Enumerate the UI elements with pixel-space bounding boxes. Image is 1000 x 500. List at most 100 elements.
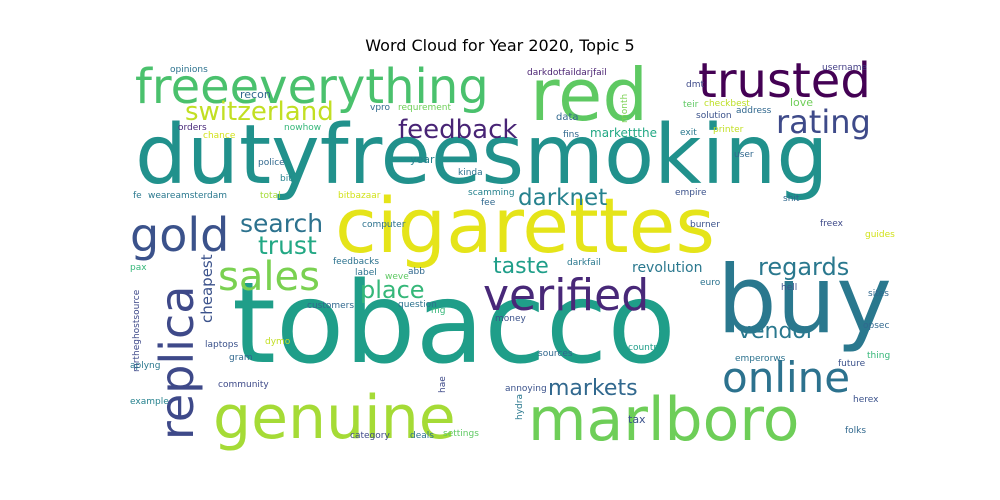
- word-nowhow: nowhow: [284, 123, 321, 133]
- word-online: online: [722, 353, 850, 402]
- word-customers: customers: [307, 301, 354, 311]
- word-printer: printer: [713, 125, 744, 135]
- word-rating: rating: [776, 103, 871, 141]
- word-guides: guides: [865, 230, 895, 240]
- word-thing: thing: [867, 351, 890, 361]
- word-hell: hell: [781, 283, 797, 293]
- word-tobacco: tobacco: [232, 259, 676, 389]
- word-computer: computer: [362, 220, 406, 230]
- word-abb: abb: [408, 267, 425, 277]
- word-opsec: opsec: [863, 321, 889, 331]
- word-bit: bit: [280, 174, 292, 184]
- word-sites: sites: [868, 289, 889, 299]
- word-dmt: dmt: [686, 80, 704, 90]
- word-freeeverything: freeeverything: [135, 59, 489, 115]
- word-marlboro: marlboro: [528, 385, 799, 455]
- word-replica: replica: [150, 286, 204, 440]
- word-example: example: [130, 397, 169, 407]
- word-fins: fins: [563, 130, 579, 140]
- word-total: total: [260, 191, 281, 201]
- word-weve: weve: [385, 272, 409, 282]
- word-mg: mg: [431, 306, 445, 316]
- word-month: month: [620, 94, 630, 123]
- word-revolution: revolution: [632, 260, 703, 276]
- word-gold: gold: [130, 208, 229, 262]
- word-shit: shit: [783, 194, 800, 204]
- word-taste: taste: [493, 254, 549, 279]
- word-dutyfreesmoking: dutyfreesmoking: [135, 108, 828, 203]
- word-gram: gram: [229, 353, 253, 363]
- word-fee: fee: [481, 198, 496, 208]
- word-settings: settings: [443, 429, 479, 439]
- word-data: data: [556, 112, 579, 123]
- word-tax: tax: [628, 413, 646, 426]
- word-future: future: [838, 359, 866, 369]
- word-fe: fe: [133, 191, 142, 201]
- word-question: question: [398, 300, 437, 310]
- word-cigarettes: cigarettes: [335, 181, 715, 270]
- word-weareamsterdam: weareamsterdam: [148, 191, 227, 201]
- word-euro: euro: [700, 278, 721, 288]
- word-cheapest: cheapest: [198, 254, 216, 323]
- word-love: love: [790, 96, 813, 109]
- word-darkfail: darkfail: [567, 258, 601, 268]
- word-markets: markets: [548, 376, 638, 401]
- word-laptops: laptops: [205, 340, 238, 350]
- word-kinda: kinda: [458, 168, 483, 178]
- word-folks: folks: [845, 426, 866, 436]
- word-money: money: [495, 314, 527, 324]
- word-username: username: [822, 63, 867, 73]
- word-requrement: requrement: [398, 103, 452, 113]
- word-darkdotfaildarjfail: darkdotfaildarjfail: [527, 68, 607, 78]
- word-darknet: darknet: [518, 185, 607, 211]
- word-regards: regards: [758, 253, 849, 281]
- word-pax: pax: [130, 263, 147, 273]
- word-solution: solution: [696, 111, 732, 121]
- word-address: address: [736, 106, 772, 116]
- word-orders: orders: [178, 123, 207, 133]
- word-markettthe: markettthe: [590, 126, 657, 140]
- word-vendor: vendor: [738, 319, 816, 344]
- word-dymo: dymo: [265, 337, 291, 347]
- word-freex: freex: [820, 219, 844, 229]
- word-buy: buy: [717, 246, 892, 355]
- word-label: label: [355, 268, 377, 278]
- word-mrtheghostsource: mrtheghostsource: [132, 289, 142, 372]
- word-verified: verified: [483, 270, 649, 321]
- word-vpro: vpro: [370, 103, 391, 113]
- word-exit: exit: [680, 128, 697, 138]
- word-annoying: annoying: [505, 384, 547, 394]
- word-sources: sources: [538, 349, 573, 359]
- word-recon: recon: [240, 88, 271, 101]
- word-teir: teir: [683, 100, 699, 110]
- word-aplyng: aplyng: [130, 361, 160, 371]
- word-sales: sales: [218, 254, 320, 300]
- word-user: user: [734, 150, 754, 160]
- word-trust: trust: [258, 231, 317, 260]
- word-bitbazaar: bitbazaar: [338, 191, 381, 201]
- word-burner: burner: [690, 220, 720, 230]
- word-community: community: [218, 380, 269, 390]
- word-country: country: [628, 343, 663, 353]
- word-hae: hae: [438, 376, 448, 393]
- word-opinions: opinions: [170, 65, 208, 75]
- word-trusted: trusted: [698, 53, 871, 109]
- word-police: police: [258, 158, 285, 168]
- word-deals: deals: [410, 431, 434, 441]
- word-red: red: [530, 53, 648, 137]
- word-scamming: scamming: [468, 188, 515, 198]
- chart-title: Word Cloud for Year 2020, Topic 5: [365, 36, 635, 55]
- word-feedbacks: feedbacks: [333, 257, 379, 267]
- word-checkbest: checkbest: [704, 99, 750, 109]
- word-category: category: [350, 431, 390, 441]
- word-feedback: feedback: [398, 115, 517, 145]
- word-hydra: hydra: [515, 394, 525, 420]
- word-genuine: genuine: [213, 383, 456, 453]
- word-place: place: [360, 276, 425, 304]
- word-emperorws: emperorws: [735, 354, 786, 364]
- word-empire: empire: [675, 188, 707, 198]
- word-switzerland: switzerland: [185, 97, 334, 127]
- word-search: search: [240, 209, 323, 238]
- word-herex: herex: [853, 395, 879, 405]
